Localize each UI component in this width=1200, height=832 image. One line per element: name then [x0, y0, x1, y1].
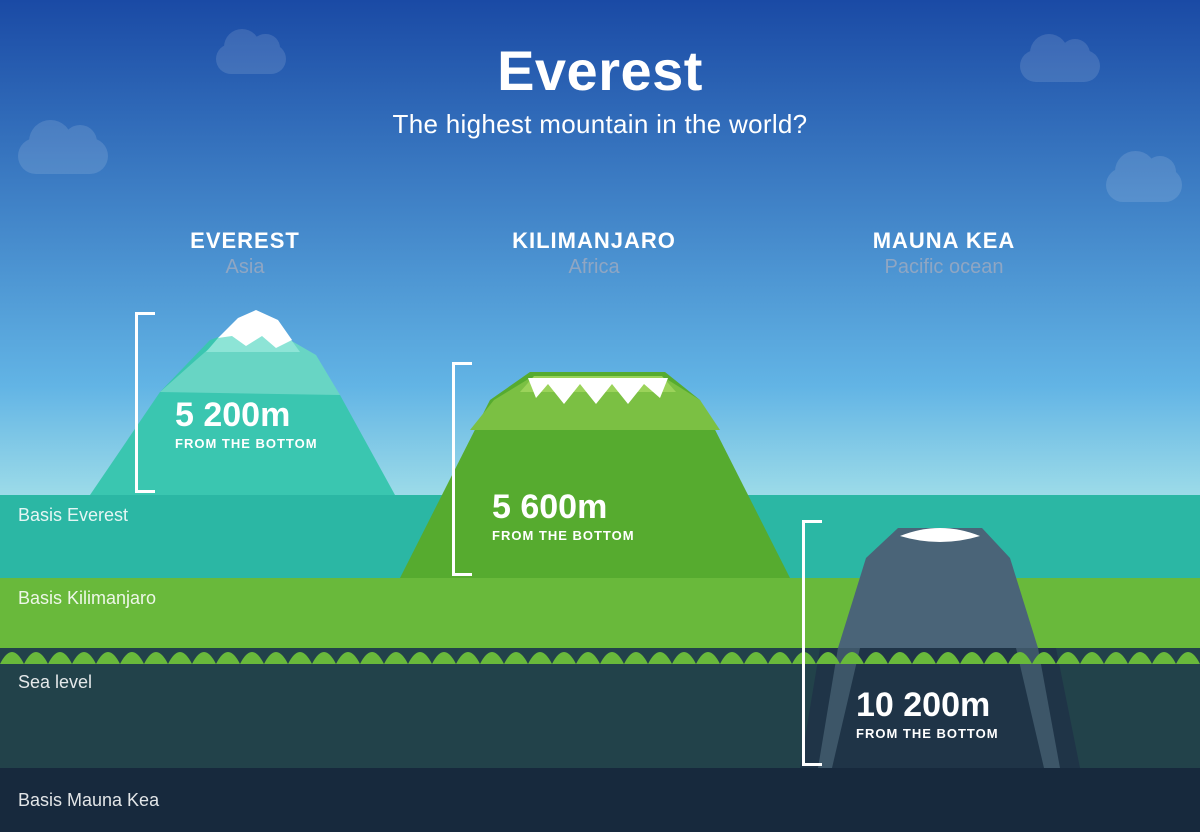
maunakea-measure: 10 200m FROM THE BOTTOM [856, 688, 999, 741]
everest-location: Asia [105, 256, 385, 279]
everest-bracket-icon [135, 312, 155, 493]
everest-name: EVEREST [105, 228, 385, 254]
maunakea-height-caption: FROM THE BOTTOM [856, 726, 999, 741]
maunakea-height-value: 10 200m [856, 688, 999, 722]
kilimanjaro-height-caption: FROM THE BOTTOM [492, 528, 635, 543]
maunakea-name: MAUNA KEA [804, 228, 1084, 254]
maunakea-location: Pacific ocean [804, 256, 1084, 279]
header: Everest The highest mountain in the worl… [0, 38, 1200, 140]
kilimanjaro-name: KILIMANJARO [454, 228, 734, 254]
everest-height-value: 5 200m [175, 398, 318, 432]
everest-label: EVEREST Asia [105, 228, 385, 279]
kilimanjaro-bracket-icon [452, 362, 472, 576]
kilimanjaro-location: Africa [454, 256, 734, 279]
page-subtitle: The highest mountain in the world? [0, 109, 1200, 140]
maunakea-label: MAUNA KEA Pacific ocean [804, 228, 1084, 279]
sea-wave-icon [0, 646, 1200, 664]
page-title: Everest [0, 38, 1200, 103]
everest-measure: 5 200m FROM THE BOTTOM [175, 398, 318, 451]
kilimanjaro-label: KILIMANJARO Africa [454, 228, 734, 279]
infographic-canvas: Everest The highest mountain in the worl… [0, 0, 1200, 832]
maunakea-bracket-icon [802, 520, 822, 766]
kilimanjaro-height-value: 5 600m [492, 490, 635, 524]
kilimanjaro-measure: 5 600m FROM THE BOTTOM [492, 490, 635, 543]
everest-height-caption: FROM THE BOTTOM [175, 436, 318, 451]
